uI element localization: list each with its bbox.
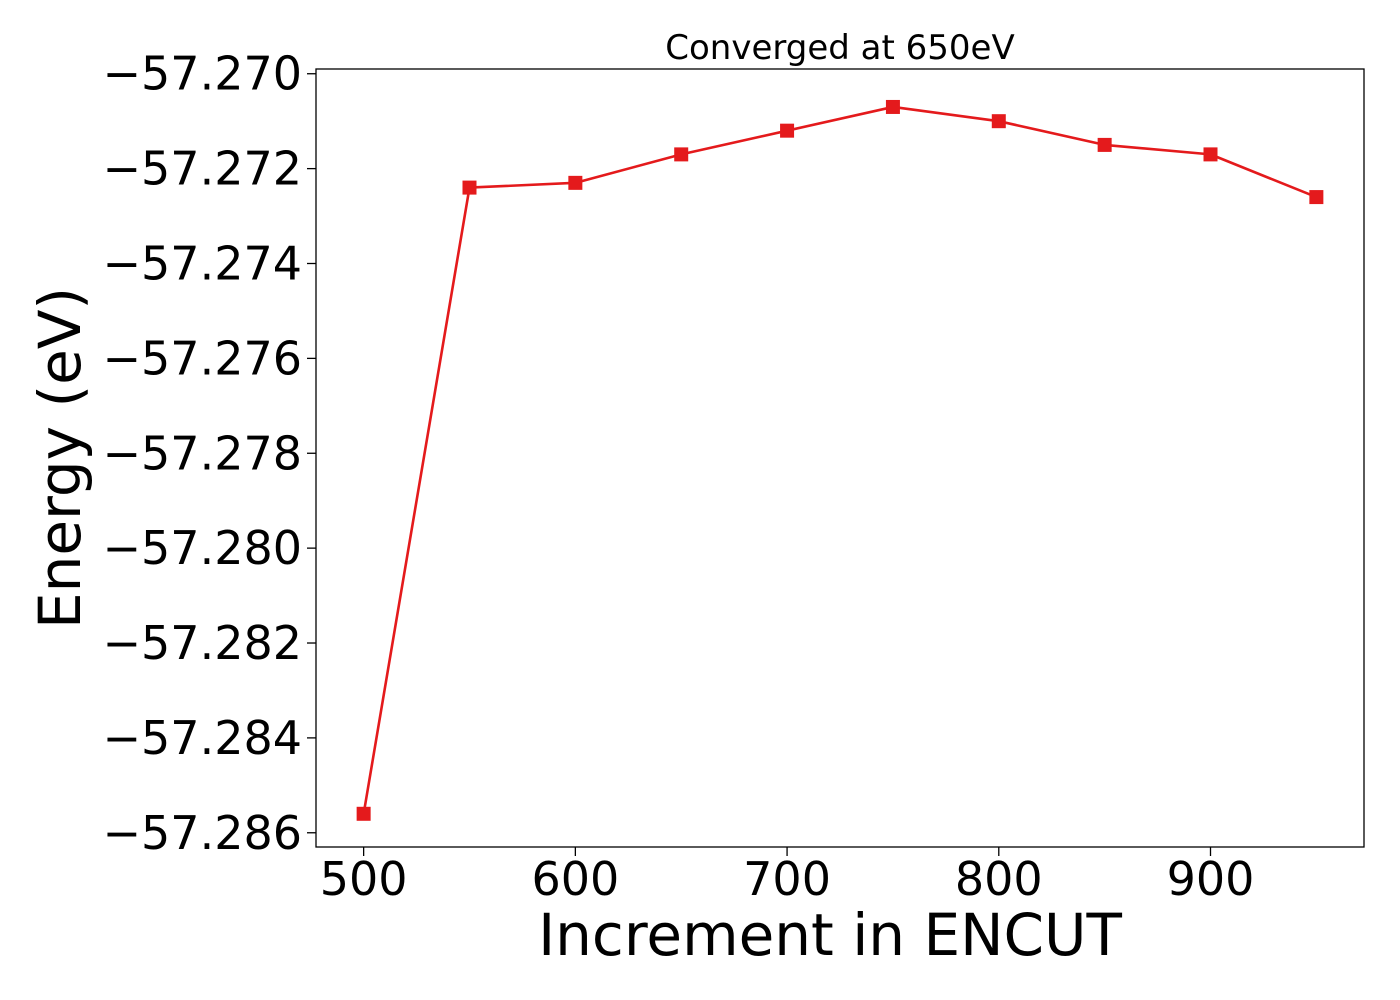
y-tick-label: −57.270	[103, 47, 303, 101]
data-point-marker	[462, 180, 477, 195]
y-tick-label: −57.276	[103, 331, 303, 385]
y-axis-label: Energy (eV)	[26, 287, 94, 629]
x-tick-label: 900	[1167, 852, 1255, 906]
x-tick-label: 600	[531, 852, 619, 906]
y-tick-label: −57.272	[103, 142, 303, 196]
x-axis-ticks: 500 600 700 800 900	[320, 847, 1255, 906]
series-line	[362, 105, 1317, 815]
y-tick-label: −57.274	[103, 237, 303, 291]
y-tick-label: −57.284	[103, 711, 303, 765]
data-point-marker	[674, 147, 689, 162]
y-tick-label: −57.282	[103, 616, 303, 670]
data-point-marker	[1309, 190, 1324, 205]
y-tick-label: −57.286	[103, 806, 303, 860]
y-axis-ticks: −57.270 −57.272 −57.274 −57.276 −57.278 −57.2…	[103, 47, 316, 860]
data-point-marker	[780, 123, 795, 138]
y-tick-label: −57.280	[103, 521, 303, 575]
data-point-marker	[568, 175, 583, 190]
x-tick-label: 700	[743, 852, 831, 906]
x-axis-label: Increment in ENCUT	[538, 901, 1122, 969]
plot-frame	[315, 68, 1365, 848]
data-point-marker	[991, 114, 1006, 129]
x-tick-label: 800	[955, 852, 1043, 906]
data-point-marker	[1097, 137, 1112, 152]
data-point-marker	[1203, 147, 1218, 162]
y-tick-label: −57.278	[103, 426, 303, 480]
data-point-marker	[885, 99, 900, 114]
series-layer	[356, 99, 1324, 821]
x-tick-label: 500	[320, 852, 408, 906]
chart-title: Converged at 650eV	[665, 28, 1014, 68]
data-point-marker	[356, 806, 371, 821]
